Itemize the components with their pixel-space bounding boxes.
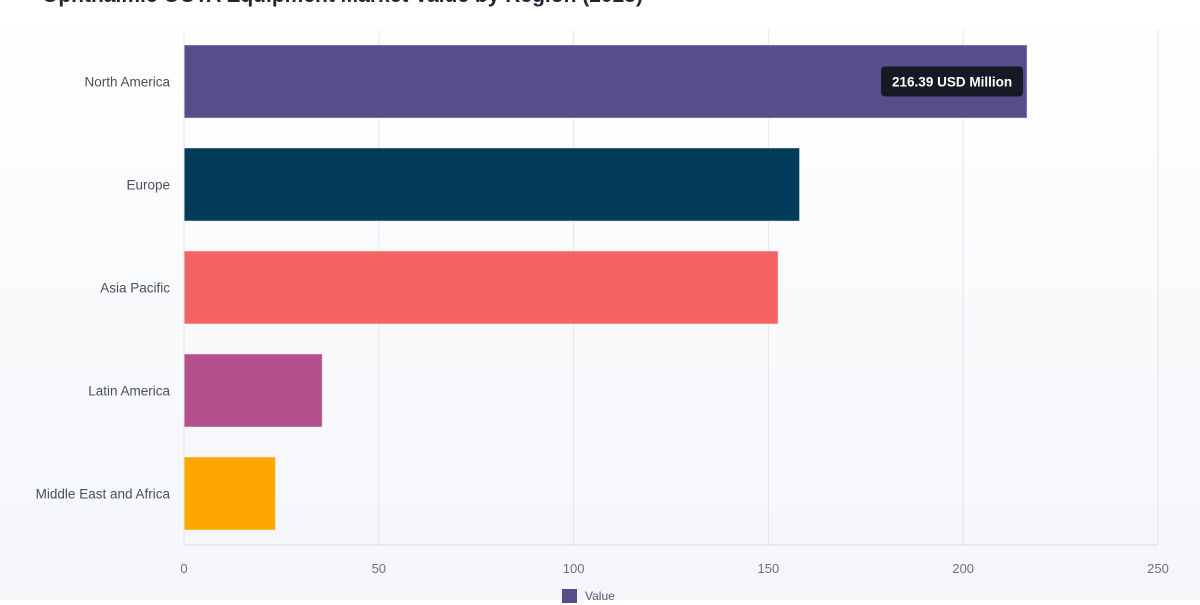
x-tick-label: 200 xyxy=(952,561,974,576)
x-tick-label: 150 xyxy=(758,561,780,576)
bar-europe[interactable] xyxy=(183,147,801,222)
tooltip-box xyxy=(881,66,1024,97)
tooltip: 216.39 USD Million xyxy=(881,66,1024,97)
legend-swatch xyxy=(562,589,577,603)
category-label: Asia Pacific xyxy=(100,281,170,296)
bar-latin-america[interactable] xyxy=(183,353,323,428)
category-label: Latin America xyxy=(88,384,170,399)
chart-title: Ophthalmic OCTA Equipment Market Value b… xyxy=(42,0,643,8)
legend-label: Value xyxy=(585,589,615,603)
category-label: Middle East and Africa xyxy=(36,487,171,502)
x-tick-label: 100 xyxy=(563,561,585,576)
x-tick-label: 0 xyxy=(180,561,187,576)
category-label: North America xyxy=(84,75,170,90)
axes: 0 50 100 150 200 250 North America Europe Asia P… xyxy=(36,30,1169,576)
category-label: Europe xyxy=(126,178,170,193)
x-tick-label: 250 xyxy=(1147,561,1169,576)
bar-middle-east-and-africa[interactable] xyxy=(183,456,277,531)
legend[interactable]: Value xyxy=(562,589,615,603)
x-tick-label: 50 xyxy=(372,561,386,576)
bar-asia-pacific[interactable] xyxy=(183,250,779,325)
bars xyxy=(183,44,1028,531)
tooltip-text: 216.39 USD Million xyxy=(892,75,1012,90)
